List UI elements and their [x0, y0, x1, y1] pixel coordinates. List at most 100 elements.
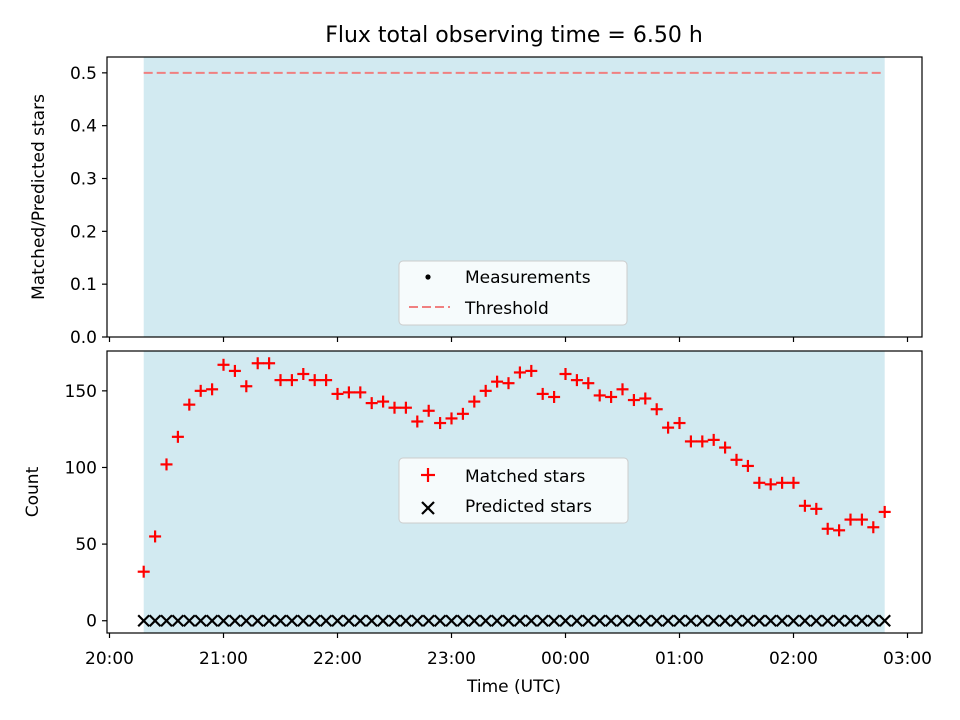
matched-star-point — [684, 435, 697, 448]
predicted-star-point — [251, 614, 264, 628]
top-x-axis-ticks — [108, 337, 909, 342]
bottom-plot-frame — [106, 350, 923, 634]
top-y-tick-label: 0.4 — [70, 117, 97, 137]
predicted-star-point — [764, 614, 777, 628]
matched-star-point — [183, 398, 196, 411]
matched-star-point — [776, 476, 789, 489]
predicted-star-point — [205, 614, 219, 628]
bottom-legend: Matched stars Predicted stars — [398, 457, 629, 524]
matched-stars-series — [137, 357, 891, 578]
predicted-star-point — [285, 614, 299, 628]
predicted-star-point — [650, 614, 663, 628]
matched-star-point — [251, 357, 264, 370]
matched-star-point — [491, 375, 504, 388]
predicted-star-point — [673, 614, 686, 628]
matched-star-point — [354, 386, 367, 399]
top-y-axis-ticks: 0.0 0.1 0.2 0.3 0.4 0.5 — [70, 64, 107, 348]
top-y-tick-label: 0.1 — [70, 275, 97, 295]
matched-star-point — [228, 364, 241, 377]
predicted-star-point — [354, 614, 367, 628]
matched-star-point — [582, 377, 595, 390]
y-tick-label: 0 — [86, 612, 97, 632]
predicted-stars-legend-label: Predicted stars — [465, 497, 592, 517]
predicted-star-point — [627, 614, 641, 628]
matched-star-point — [753, 476, 766, 489]
predicted-star-point — [867, 614, 880, 628]
matched-star-point — [377, 395, 390, 408]
predicted-star-point — [217, 614, 230, 628]
predicted-star-point — [490, 614, 504, 628]
predicted-star-point — [342, 614, 356, 628]
matched-star-point — [434, 417, 447, 430]
matched-star-point — [673, 417, 686, 430]
predicted-star-point — [639, 614, 652, 628]
predicted-star-point — [319, 614, 333, 628]
matched-star-point — [627, 394, 640, 407]
predicted-star-point — [570, 614, 584, 628]
predicted-star-point — [707, 614, 720, 628]
matched-star-point — [479, 384, 492, 397]
matched-star-point — [445, 412, 458, 425]
matched-star-point — [513, 366, 526, 379]
matched-star-point — [411, 415, 424, 428]
matched-star-point — [206, 383, 219, 396]
predicted-star-point — [593, 614, 606, 628]
x-tick-label: 02:00 — [769, 649, 818, 669]
measurements-legend-marker — [425, 274, 431, 280]
matched-star-point — [662, 421, 675, 434]
predicted-star-point — [741, 614, 755, 628]
matched-star-point — [365, 397, 378, 410]
top-plot-frame — [106, 56, 923, 338]
bottom-y-axis-label: Count — [23, 466, 43, 517]
x-tick-label: 21:00 — [199, 649, 248, 669]
predicted-stars-legend-marker — [421, 501, 435, 515]
matched-star-point — [240, 380, 253, 393]
matched-star-point — [137, 565, 150, 578]
top-y-tick-label: 0.5 — [70, 64, 97, 84]
predicted-star-point — [308, 614, 321, 628]
predicted-star-point — [274, 614, 287, 628]
matched-star-point — [878, 505, 891, 518]
bottom-x-axis-ticks: 20:00 21:00 22:00 23:00 00:00 01:00 02:00 03:00 — [85, 633, 932, 669]
top-y-axis-label: Matched/Predicted stars — [29, 94, 49, 300]
predicted-star-point — [832, 614, 846, 628]
x-tick-label: 20:00 — [85, 649, 134, 669]
matched-star-point — [502, 377, 515, 390]
matched-star-point — [525, 364, 538, 377]
matched-star-point — [639, 392, 652, 405]
predicted-star-point — [878, 614, 891, 628]
matched-star-point — [548, 390, 561, 403]
predicted-star-point — [547, 614, 561, 628]
predicted-star-point — [365, 614, 378, 628]
predicted-star-point — [376, 614, 390, 628]
matched-star-point — [536, 387, 549, 400]
y-tick-label: 100 — [65, 458, 97, 478]
predicted-star-point — [661, 614, 675, 628]
predicted-star-point — [422, 614, 435, 628]
predicted-stars-series — [137, 614, 891, 628]
predicted-star-point — [753, 614, 766, 628]
predicted-star-point — [582, 614, 595, 628]
matched-star-point — [285, 374, 298, 387]
predicted-star-point — [262, 614, 276, 628]
predicted-star-point — [171, 614, 185, 628]
predicted-star-point — [331, 614, 344, 628]
predicted-star-point — [684, 614, 698, 628]
matched-star-point — [821, 522, 834, 535]
matched-star-point — [810, 502, 823, 515]
matched-star-point — [194, 384, 207, 397]
predicted-star-point — [240, 614, 253, 628]
matched-star-point — [867, 521, 880, 534]
matched-star-point — [741, 459, 754, 472]
predicted-star-point — [821, 614, 834, 628]
matched-star-point — [217, 358, 230, 371]
x-tick-label: 03:00 — [883, 649, 932, 669]
matched-star-point — [833, 524, 846, 537]
measurements-legend-label: Measurements — [465, 268, 591, 288]
predicted-star-point — [798, 614, 812, 628]
predicted-star-point — [775, 614, 789, 628]
matched-stars-legend-label: Matched stars — [465, 467, 585, 487]
predicted-star-point — [559, 614, 572, 628]
matched-star-point — [388, 401, 401, 414]
